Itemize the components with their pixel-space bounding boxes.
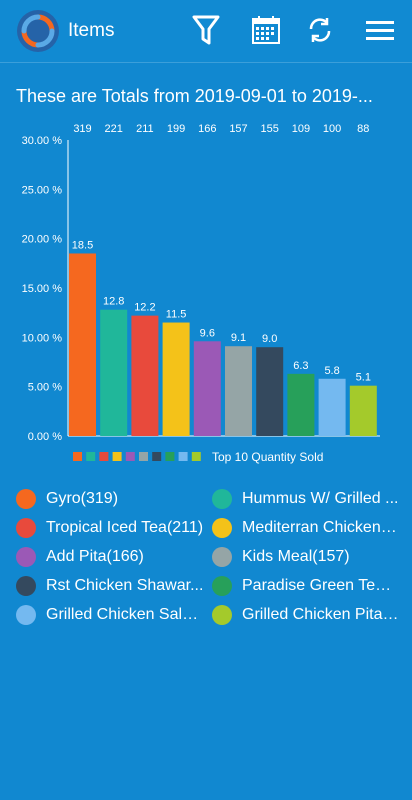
legend-item-label: Add Pita(166) bbox=[46, 548, 144, 565]
bar-value-label: 5.8 bbox=[324, 365, 339, 377]
legend-item-label: Rst Chicken Shawar... bbox=[46, 577, 204, 594]
app-bar: Items bbox=[0, 0, 412, 63]
refresh-button[interactable] bbox=[300, 10, 340, 50]
bar bbox=[131, 315, 159, 436]
bar-quantity-label: 166 bbox=[198, 123, 216, 135]
y-tick-label: 10.00 % bbox=[22, 332, 63, 344]
refresh-icon bbox=[309, 18, 331, 42]
legend-item[interactable]: Gyro(319) bbox=[16, 486, 204, 512]
legend-color-dot bbox=[212, 547, 232, 567]
legend-item[interactable]: Hummus W/ Grilled ... bbox=[212, 486, 400, 512]
bar-value-label: 9.0 bbox=[262, 333, 277, 345]
bar-chart: 0.00 % 5.00 % 10.00 % 15.00 % 20.00 % 25.00 %… bbox=[22, 123, 380, 464]
legend-color-dot bbox=[16, 518, 36, 538]
legend-color-dot bbox=[16, 489, 36, 509]
bar-value-label: 9.6 bbox=[200, 327, 215, 339]
series-legend-swatch bbox=[152, 452, 162, 461]
bar-value-label: 12.2 bbox=[134, 302, 155, 314]
bar-quantity-label: 88 bbox=[357, 123, 369, 135]
legend-item[interactable]: Kids Meal(157) bbox=[212, 544, 400, 570]
bar-quantity-label: 221 bbox=[105, 123, 123, 135]
page-title: Items bbox=[68, 20, 115, 41]
legend-color-dot bbox=[16, 547, 36, 567]
legend-item-label: Grilled Chicken Pita(... bbox=[242, 606, 400, 623]
legend-item[interactable]: Tropical Iced Tea(211) bbox=[16, 515, 204, 541]
bar-quantity-label: 155 bbox=[261, 123, 279, 135]
series-legend-swatch bbox=[165, 452, 175, 461]
legend-item-label: Gyro(319) bbox=[46, 490, 119, 507]
bar-quantity-label: 199 bbox=[167, 123, 185, 135]
y-tick-label: 25.00 % bbox=[22, 184, 63, 196]
bar-quantity-label: 211 bbox=[136, 123, 154, 135]
bar bbox=[349, 385, 377, 436]
series-legend-swatch bbox=[125, 452, 135, 461]
legend-item-label: Grilled Chicken Salad... bbox=[46, 606, 204, 623]
filter-button[interactable] bbox=[186, 10, 226, 50]
y-tick-label: 0.00 % bbox=[28, 431, 62, 443]
bar-value-label: 5.1 bbox=[356, 372, 371, 384]
bar bbox=[193, 341, 221, 436]
bar-value-label: 6.3 bbox=[293, 360, 308, 372]
bar-value-label: 12.8 bbox=[103, 296, 124, 308]
legend-color-dot bbox=[212, 576, 232, 596]
series-legend-swatch bbox=[99, 452, 109, 461]
series-legend-swatch bbox=[178, 452, 188, 461]
bar bbox=[100, 309, 128, 436]
bar-quantity-label: 100 bbox=[323, 123, 341, 135]
series-legend-swatch bbox=[139, 452, 148, 461]
y-tick-label: 5.00 % bbox=[28, 382, 62, 394]
bar-quantity-label: 319 bbox=[73, 123, 91, 135]
legend-item-label: Tropical Iced Tea(211) bbox=[46, 519, 204, 536]
legend-item[interactable]: Rst Chicken Shawar... bbox=[16, 573, 204, 599]
calendar-button[interactable] bbox=[246, 10, 286, 50]
bar-value-label: 9.1 bbox=[231, 332, 246, 344]
calendar-icon bbox=[252, 16, 280, 44]
legend-color-dot bbox=[212, 518, 232, 538]
series-legend-swatch bbox=[191, 452, 201, 461]
legend-item-label: Hummus W/ Grilled ... bbox=[242, 490, 399, 507]
bar-value-label: 11.5 bbox=[166, 309, 187, 321]
app-logo-icon bbox=[17, 10, 59, 52]
series-legend-swatch bbox=[73, 452, 82, 461]
y-tick-label: 15.00 % bbox=[22, 283, 63, 295]
date-range-subtitle: These are Totals from 2019-09-01 to 2019… bbox=[16, 86, 373, 106]
legend-item[interactable]: Add Pita(166) bbox=[16, 544, 204, 570]
bar bbox=[69, 253, 96, 436]
menu-button[interactable] bbox=[360, 10, 400, 50]
legend-item[interactable]: Paradise Green Tea(... bbox=[212, 573, 400, 599]
bar bbox=[287, 373, 315, 436]
legend-item-label: Paradise Green Tea(... bbox=[242, 577, 400, 594]
bar-quantity-label: 157 bbox=[229, 123, 247, 135]
legend-item-label: Mediterran Chicken S... bbox=[242, 519, 400, 536]
bar-value-label: 18.5 bbox=[72, 239, 93, 251]
legend-item[interactable]: Grilled Chicken Pita(... bbox=[212, 602, 400, 628]
bar bbox=[225, 346, 252, 436]
y-tick-label: 20.00 % bbox=[22, 234, 63, 246]
menu-icon bbox=[366, 21, 394, 40]
series-legend-swatch bbox=[112, 452, 122, 461]
bar bbox=[162, 322, 190, 436]
series-legend-swatch bbox=[86, 452, 96, 461]
legend-color-dot bbox=[16, 605, 36, 625]
legend-color-dot bbox=[16, 576, 36, 596]
filter-icon bbox=[192, 15, 220, 45]
legend-item-label: Kids Meal(157) bbox=[242, 548, 350, 565]
legend-item[interactable]: Grilled Chicken Salad... bbox=[16, 602, 204, 628]
y-tick-label: 30.00 % bbox=[22, 135, 63, 147]
bar bbox=[256, 347, 284, 436]
legend-color-dot bbox=[212, 605, 232, 625]
legend-item[interactable]: Mediterran Chicken S... bbox=[212, 515, 400, 541]
bar-quantity-label: 109 bbox=[292, 123, 310, 135]
legend-color-dot bbox=[212, 489, 232, 509]
series-legend-label: Top 10 Quantity Sold bbox=[212, 450, 323, 464]
bar bbox=[318, 378, 346, 436]
